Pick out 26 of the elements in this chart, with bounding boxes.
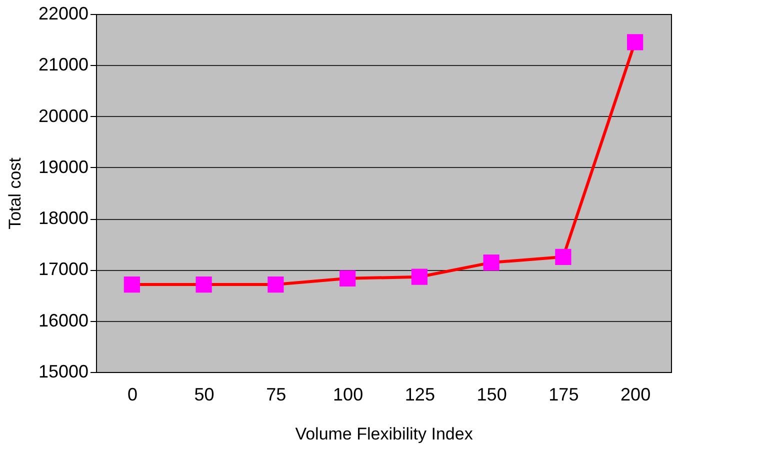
y-tick-label: 22000	[38, 4, 88, 24]
x-tick-label: 0	[127, 384, 138, 404]
point	[340, 270, 356, 286]
point	[411, 268, 428, 285]
point	[124, 276, 140, 293]
x-tick-label: 75	[266, 384, 286, 404]
point	[627, 34, 644, 50]
x-tick-label: 150	[476, 384, 507, 404]
point	[196, 276, 212, 293]
x-tick-label: 175	[548, 384, 579, 404]
x-axis-title: Volume Flexibility Index	[295, 424, 474, 444]
x-tick-label: 50	[194, 384, 214, 404]
y-tick-label: 17000	[38, 259, 88, 280]
y-tick-label: 16000	[38, 310, 88, 330]
y-tick-label: 21000	[38, 54, 88, 75]
y-tick-label: 19000	[38, 156, 88, 177]
point	[555, 248, 572, 265]
x-tick-label: 200	[620, 384, 651, 404]
point	[483, 254, 500, 271]
x-tick-label: 100	[333, 384, 364, 404]
y-axis-title: Total cost	[5, 157, 24, 230]
point	[268, 276, 284, 293]
y-tick-label: 18000	[38, 208, 88, 228]
y-tick-label: 15000	[38, 362, 88, 382]
x-tick-label: 125	[404, 384, 435, 404]
y-tick-label: 20000	[38, 106, 88, 126]
